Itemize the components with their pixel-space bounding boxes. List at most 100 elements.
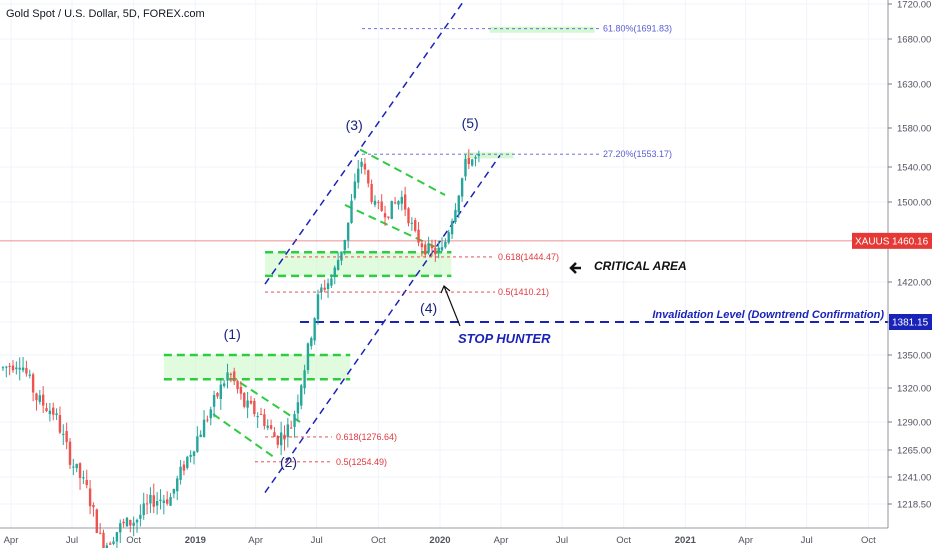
candle-body bbox=[31, 374, 35, 393]
price-badge bbox=[889, 232, 932, 249]
candle-body bbox=[192, 451, 196, 457]
candle-body bbox=[310, 338, 313, 347]
stop-hunter-label: STOP HUNTER bbox=[458, 331, 551, 346]
candle-body bbox=[387, 216, 390, 218]
candle-body bbox=[186, 456, 189, 468]
zone-fill bbox=[265, 252, 452, 276]
stop-hunter-arrow bbox=[440, 285, 461, 327]
critical-area-label: CRITICAL AREA bbox=[594, 259, 687, 273]
candle-body bbox=[209, 409, 212, 419]
candle-body bbox=[65, 431, 68, 443]
candle-body bbox=[296, 402, 300, 414]
candle-body bbox=[226, 372, 229, 381]
candle-body bbox=[403, 194, 407, 210]
candle-body bbox=[92, 505, 95, 508]
y-tick-label: 1265.00 bbox=[897, 446, 931, 457]
x-tick-label: Oct bbox=[616, 535, 631, 546]
candle-body bbox=[286, 424, 290, 438]
candle-body bbox=[293, 414, 296, 428]
y-tick-label: 1540.00 bbox=[897, 163, 931, 174]
candle-body bbox=[233, 371, 236, 382]
candle-body bbox=[55, 413, 58, 416]
wave-label: (4) bbox=[420, 300, 437, 316]
y-tick-label: 1630.00 bbox=[897, 80, 931, 91]
candle-body bbox=[440, 247, 444, 251]
candle-body bbox=[135, 519, 139, 523]
x-tick-label: Jul bbox=[801, 535, 813, 546]
candle-body bbox=[142, 503, 145, 516]
candle-body bbox=[397, 201, 400, 205]
candle-body bbox=[149, 494, 152, 504]
x-tick-label: Apr bbox=[738, 535, 753, 546]
fib-level-label: 0.5(1254.49) bbox=[336, 457, 387, 467]
candle-body bbox=[172, 488, 176, 494]
wave-label: (5) bbox=[462, 115, 479, 131]
candle-body bbox=[410, 222, 414, 224]
candle-body bbox=[253, 400, 256, 415]
candle-body bbox=[417, 229, 420, 243]
candle-body bbox=[450, 221, 454, 235]
candle-body bbox=[367, 170, 370, 184]
candles bbox=[1, 149, 481, 548]
candle-body bbox=[363, 163, 367, 170]
x-tick-label: Apr bbox=[248, 535, 263, 546]
candle-body bbox=[447, 232, 450, 243]
candle-body bbox=[350, 200, 353, 223]
candle-body bbox=[75, 463, 78, 469]
candle-body bbox=[48, 410, 52, 415]
candle-body bbox=[112, 541, 115, 544]
candle-body bbox=[336, 259, 340, 270]
fib-level-label: 0.5(1410.21) bbox=[498, 287, 549, 297]
candle-body bbox=[434, 247, 437, 255]
candle-body bbox=[72, 466, 75, 468]
target-box bbox=[489, 26, 595, 33]
candle-body bbox=[85, 479, 88, 486]
fib-level-label: 0.618(1276.64) bbox=[336, 432, 397, 442]
fib-level-label: 27.20%(1553.17) bbox=[603, 149, 672, 159]
candle-body bbox=[346, 222, 350, 241]
fib-level-label: 61.80%(1691.83) bbox=[603, 24, 672, 34]
x-tick-label: 2020 bbox=[429, 535, 450, 546]
candle-body bbox=[25, 368, 28, 374]
chart-grid bbox=[0, 0, 888, 528]
candle-body bbox=[202, 419, 206, 438]
wave-label: (3) bbox=[346, 117, 363, 133]
y-tick-label: 1500.00 bbox=[897, 198, 931, 209]
corr-channel-upper bbox=[239, 381, 301, 423]
candle-body bbox=[323, 287, 326, 290]
candle-body bbox=[169, 496, 172, 506]
candle-body bbox=[62, 433, 65, 435]
candle-body bbox=[45, 408, 48, 412]
corr-channel-upper bbox=[344, 204, 441, 251]
candle-body bbox=[38, 395, 42, 402]
candle-body bbox=[165, 499, 169, 504]
candle-body bbox=[129, 519, 132, 526]
target-box bbox=[463, 152, 514, 159]
candle-body bbox=[162, 500, 166, 503]
candle-body bbox=[125, 517, 129, 527]
invalidation-label: Invalidation Level (Downtrend Confirmati… bbox=[652, 309, 884, 321]
candle-body bbox=[98, 532, 102, 534]
candle-body bbox=[145, 503, 149, 505]
candle-body bbox=[470, 159, 474, 166]
candle-body bbox=[360, 161, 363, 167]
candle-body bbox=[383, 213, 387, 218]
candle-body bbox=[263, 414, 266, 427]
candle-body bbox=[400, 196, 403, 204]
candle-body bbox=[28, 374, 31, 376]
candle-body bbox=[316, 294, 320, 320]
wave-label: (2) bbox=[280, 454, 297, 470]
candle-body bbox=[289, 427, 293, 429]
trend-lines bbox=[0, 0, 888, 494]
candle-body bbox=[467, 158, 471, 165]
x-tick-label: Jul bbox=[66, 535, 78, 546]
candle-body bbox=[15, 367, 18, 370]
zone-fill bbox=[163, 355, 351, 380]
candle-body bbox=[279, 432, 283, 446]
candle-body bbox=[115, 532, 119, 542]
y-tick-label: 1420.00 bbox=[897, 278, 931, 289]
price-badge-label: 1460.16 bbox=[892, 236, 929, 247]
candle-body bbox=[5, 366, 8, 368]
candle-body bbox=[353, 181, 357, 199]
